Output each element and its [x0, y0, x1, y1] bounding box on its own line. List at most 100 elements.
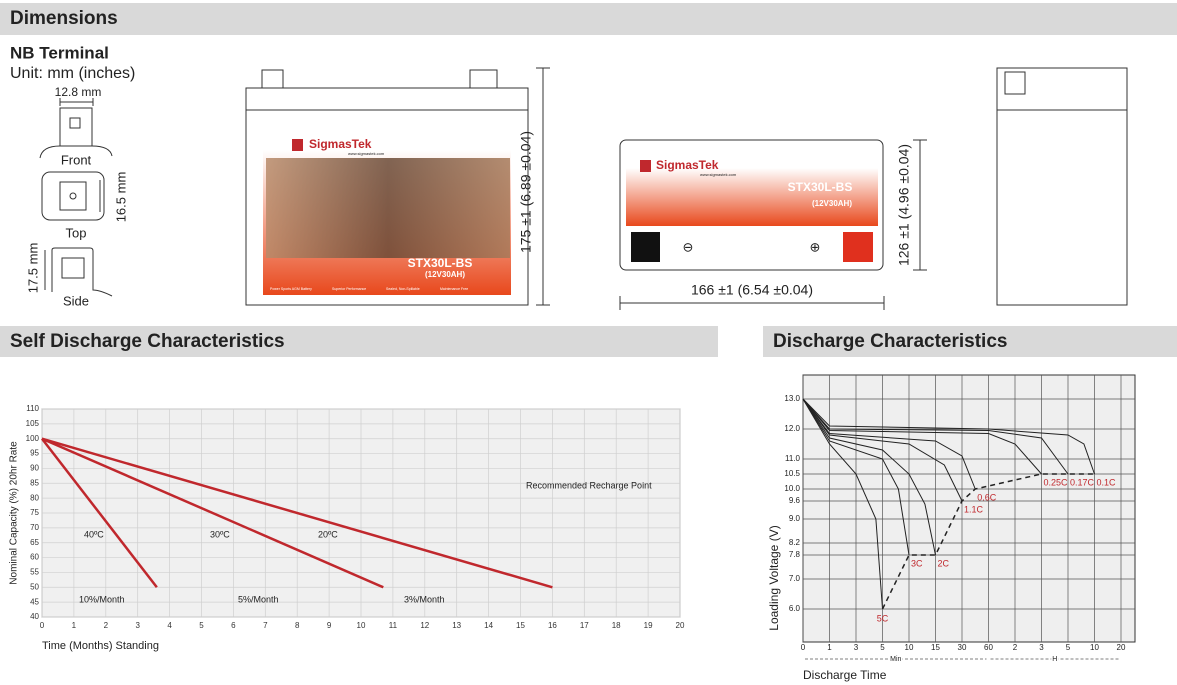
x-tick-label: 15 [931, 643, 940, 652]
y-tick-label: 80 [30, 493, 39, 502]
series-line [802, 398, 936, 556]
x-tick-label: 9 [327, 621, 332, 630]
y-tick-label: 70 [30, 523, 39, 532]
y-tick-label: 85 [30, 478, 39, 487]
plot-area [802, 374, 1136, 643]
photo [266, 158, 510, 258]
series-label: 5C [877, 613, 889, 623]
x-tick-label: 5 [199, 621, 204, 630]
header-bar [763, 326, 1177, 357]
x-tick-label: 60 [984, 643, 993, 652]
series-label: 0.6C [977, 492, 997, 502]
x-tick-label: 2 [1013, 643, 1018, 652]
dim-label: 126 ±1 (4.96 ±0.04) [896, 144, 912, 266]
y-tick-label: 9.6 [789, 496, 801, 505]
model: STX30L-BS [408, 256, 473, 270]
series-line [802, 398, 910, 556]
x-tick-label: 16 [548, 621, 557, 630]
series-label: 3C [911, 558, 923, 568]
feature: Power Sports AGM Battery [270, 287, 312, 291]
x-tick-label: 1 [827, 643, 832, 652]
x-tick-label: 6 [231, 621, 236, 630]
y-tick-label: 13.0 [784, 394, 800, 403]
x-tick-label: 15 [516, 621, 525, 630]
y-tick-label: 105 [26, 419, 40, 428]
y-tick-label: 100 [26, 434, 40, 443]
terminal-label: Side [63, 293, 89, 308]
terminal-title: NB Terminal [10, 43, 109, 62]
x-tick-label: 13 [452, 621, 461, 630]
series-line [802, 398, 976, 490]
y-tick-label: 90 [30, 464, 39, 473]
dim-label: 16.5 mm [113, 172, 128, 223]
battery-side [996, 67, 1128, 306]
x-tick-label: 14 [484, 621, 493, 630]
y-axis-label: Nominal Capacity (%) 20hr Rate [9, 441, 20, 585]
series-line [802, 398, 1095, 475]
y-tick-label: 60 [30, 553, 39, 562]
y-tick-label: 7.8 [789, 550, 801, 559]
y-tick-label: 7.0 [789, 574, 801, 583]
series-line [802, 398, 883, 610]
x-tick-label: 10 [1090, 643, 1099, 652]
annotation: 3%/Month [404, 594, 445, 604]
y-tick-label: 10.0 [784, 484, 800, 493]
x-tick-label: 30 [958, 643, 967, 652]
terminal-drawing [39, 98, 113, 297]
series-label: 0.17C [1070, 477, 1095, 487]
dimension-line [619, 139, 927, 310]
unit-note: Unit: mm (inches) [10, 65, 135, 82]
terminal-label: Front [61, 152, 92, 167]
section-title: Dimensions [10, 8, 118, 29]
y-tick-label: 8.2 [789, 538, 801, 547]
terminal-label: Top [66, 225, 87, 240]
y-tick-label: 110 [26, 404, 39, 413]
x-tick-label: 2 [104, 621, 109, 630]
unit-label: H [1052, 656, 1057, 663]
x-tick-label: 5 [1066, 643, 1071, 652]
spec: (12V30AH) [425, 270, 465, 279]
x-tick-label: 12 [420, 621, 429, 630]
annotation: 10%/Month [79, 594, 125, 604]
feature: Superior Performance [332, 287, 366, 291]
battery-top [619, 139, 884, 271]
x-tick-label: 7 [263, 621, 268, 630]
y-tick-label: 10.5 [784, 469, 800, 478]
x-axis-label: Time (Months) Standing [42, 640, 159, 652]
x-axis-label: Discharge Time [803, 668, 887, 682]
x-tick-label: 17 [580, 621, 589, 630]
x-tick-label: 0 [40, 621, 45, 630]
series-line [41, 437, 384, 589]
y-tick-label: 75 [30, 508, 39, 517]
x-tick-label: 3 [135, 621, 140, 630]
terminal-positive [843, 232, 873, 262]
dim-label: 175 ±1 (6.89 ±0.04) [518, 131, 534, 253]
x-tick-label: 10 [357, 621, 366, 630]
y-tick-label: 6.0 [789, 604, 801, 613]
x-tick-label: 10 [905, 643, 914, 652]
dim-label: 17.5 mm [25, 243, 40, 294]
section-title: Discharge Characteristics [773, 331, 1007, 352]
y-tick-label: 55 [30, 568, 39, 577]
section-title: Self Discharge Characteristics [10, 331, 285, 352]
series-label: 1.1C [964, 504, 984, 514]
label-band [626, 168, 878, 226]
model: STX30L-BS [788, 180, 853, 194]
series-line [802, 398, 1069, 475]
x-tick-label: 3 [1039, 643, 1044, 652]
dimension-line [536, 67, 550, 306]
y-tick-label: 12.0 [784, 424, 800, 433]
polarity: ⊕ [810, 239, 821, 254]
x-tick-label: 3 [854, 643, 859, 652]
dim-label: 12.8 mm [55, 85, 102, 99]
brand: SigmasTek [309, 137, 372, 151]
series-label: 40ºC [84, 529, 104, 539]
y-tick-label: 11.0 [785, 454, 801, 463]
x-tick-label: 20 [1117, 643, 1126, 652]
y-tick-label: 50 [30, 582, 39, 591]
end-voltage-line [881, 473, 1095, 610]
y-tick-label: 9.0 [789, 514, 801, 523]
feature: Sealed, Non-Spillable [386, 287, 420, 291]
x-tick-label: 19 [644, 621, 653, 630]
x-tick-label: 18 [612, 621, 621, 630]
